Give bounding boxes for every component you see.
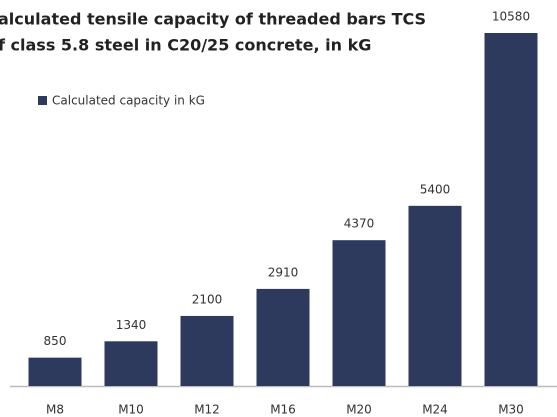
x-tick-label: M30 xyxy=(498,403,524,417)
bar xyxy=(104,341,158,386)
bar xyxy=(180,315,234,386)
chart-title: f class 5.8 steel in C20/25 concrete, in… xyxy=(0,36,371,55)
legend-swatch xyxy=(38,96,47,105)
x-tick-label: M12 xyxy=(194,403,220,417)
x-tick-label: M24 xyxy=(422,403,448,417)
value-label: 1340 xyxy=(116,318,147,332)
x-tick-label: M20 xyxy=(346,403,372,417)
bar xyxy=(484,33,538,386)
bar xyxy=(332,240,386,386)
value-label: 5400 xyxy=(420,182,451,196)
chart-title: alculated tensile capacity of threaded b… xyxy=(0,10,426,29)
x-tick-label: M10 xyxy=(118,403,144,417)
bar xyxy=(256,288,310,386)
x-tick-label: M8 xyxy=(46,403,64,417)
value-label: 2910 xyxy=(268,265,299,279)
value-label: 850 xyxy=(44,334,67,348)
value-label: 4370 xyxy=(344,217,375,231)
value-label: 10580 xyxy=(492,10,530,24)
x-tick-label: M16 xyxy=(270,403,296,417)
legend-label: Calculated capacity in kG xyxy=(52,94,205,108)
bar xyxy=(28,357,82,386)
bar xyxy=(408,205,462,386)
value-label: 2100 xyxy=(192,292,223,306)
